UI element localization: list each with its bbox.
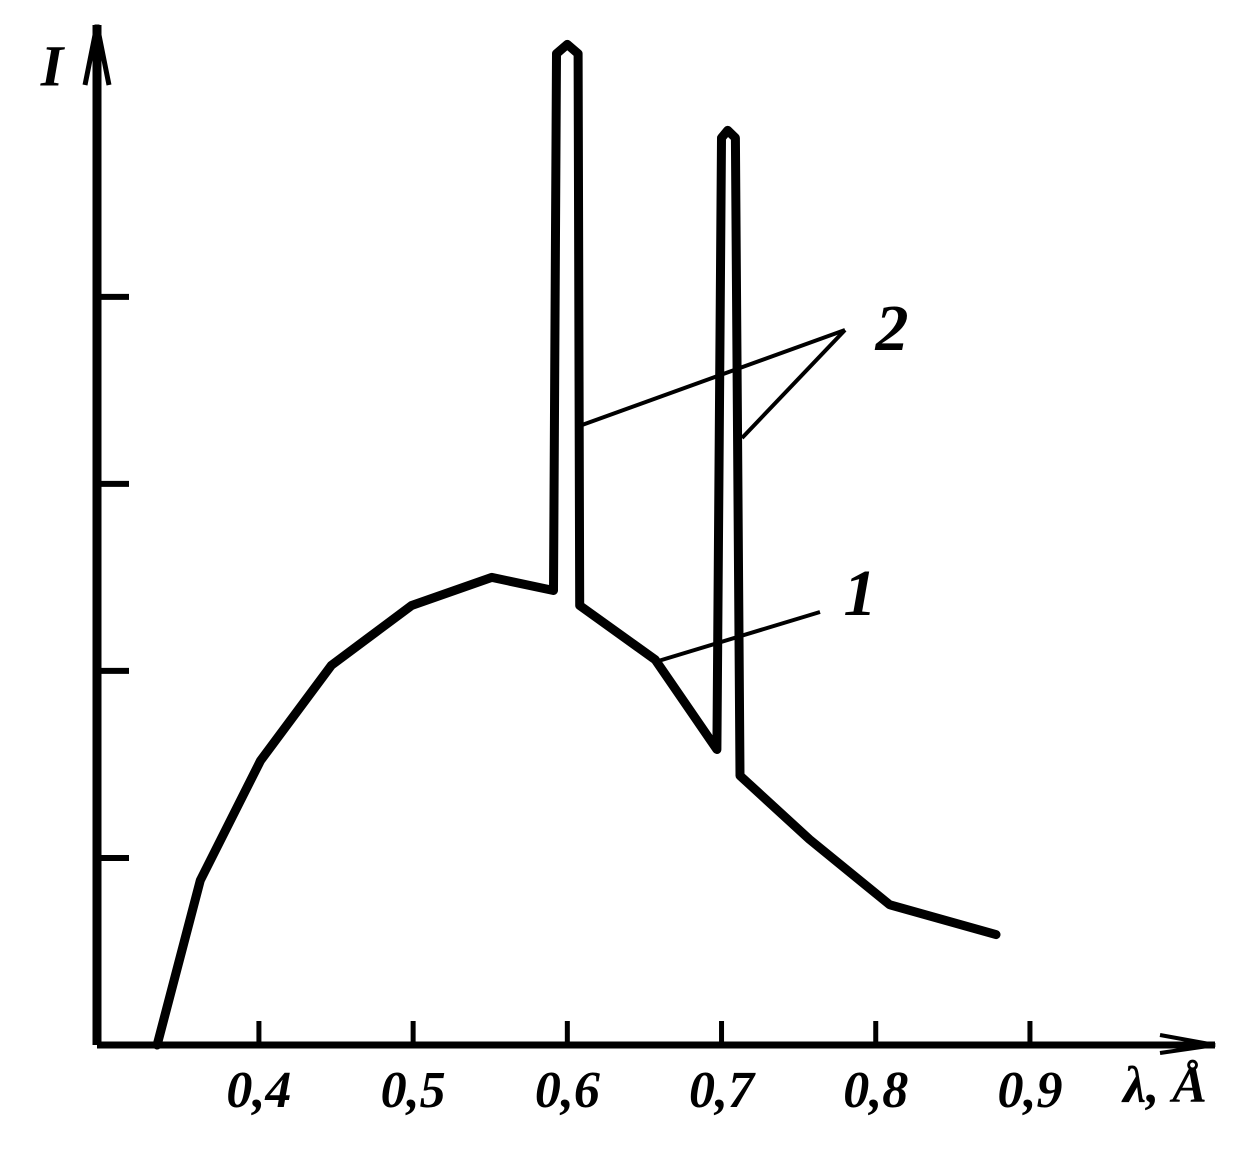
annotation: 2: [875, 292, 909, 365]
leader-line: [581, 328, 846, 427]
x-tick-label: 0,7: [689, 1062, 756, 1119]
x-axis-label: λ, Å: [1121, 1057, 1207, 1114]
leader-line: [654, 610, 821, 664]
y-axis-arrow: [82, 24, 112, 86]
y-axis-label: I: [40, 33, 66, 98]
x-tick-label: 0,9: [997, 1062, 1062, 1119]
x-tick-label: 0,4: [226, 1062, 291, 1119]
x-tick-label: 0,8: [843, 1062, 908, 1119]
x-tick-label: 0,5: [381, 1062, 446, 1119]
x-tick-label: 0,6: [535, 1062, 600, 1119]
annotation: 1: [844, 557, 877, 630]
leader-line: [740, 328, 847, 440]
spectrum-line: [152, 39, 1001, 1050]
x-axis-arrow: [1159, 1033, 1216, 1055]
